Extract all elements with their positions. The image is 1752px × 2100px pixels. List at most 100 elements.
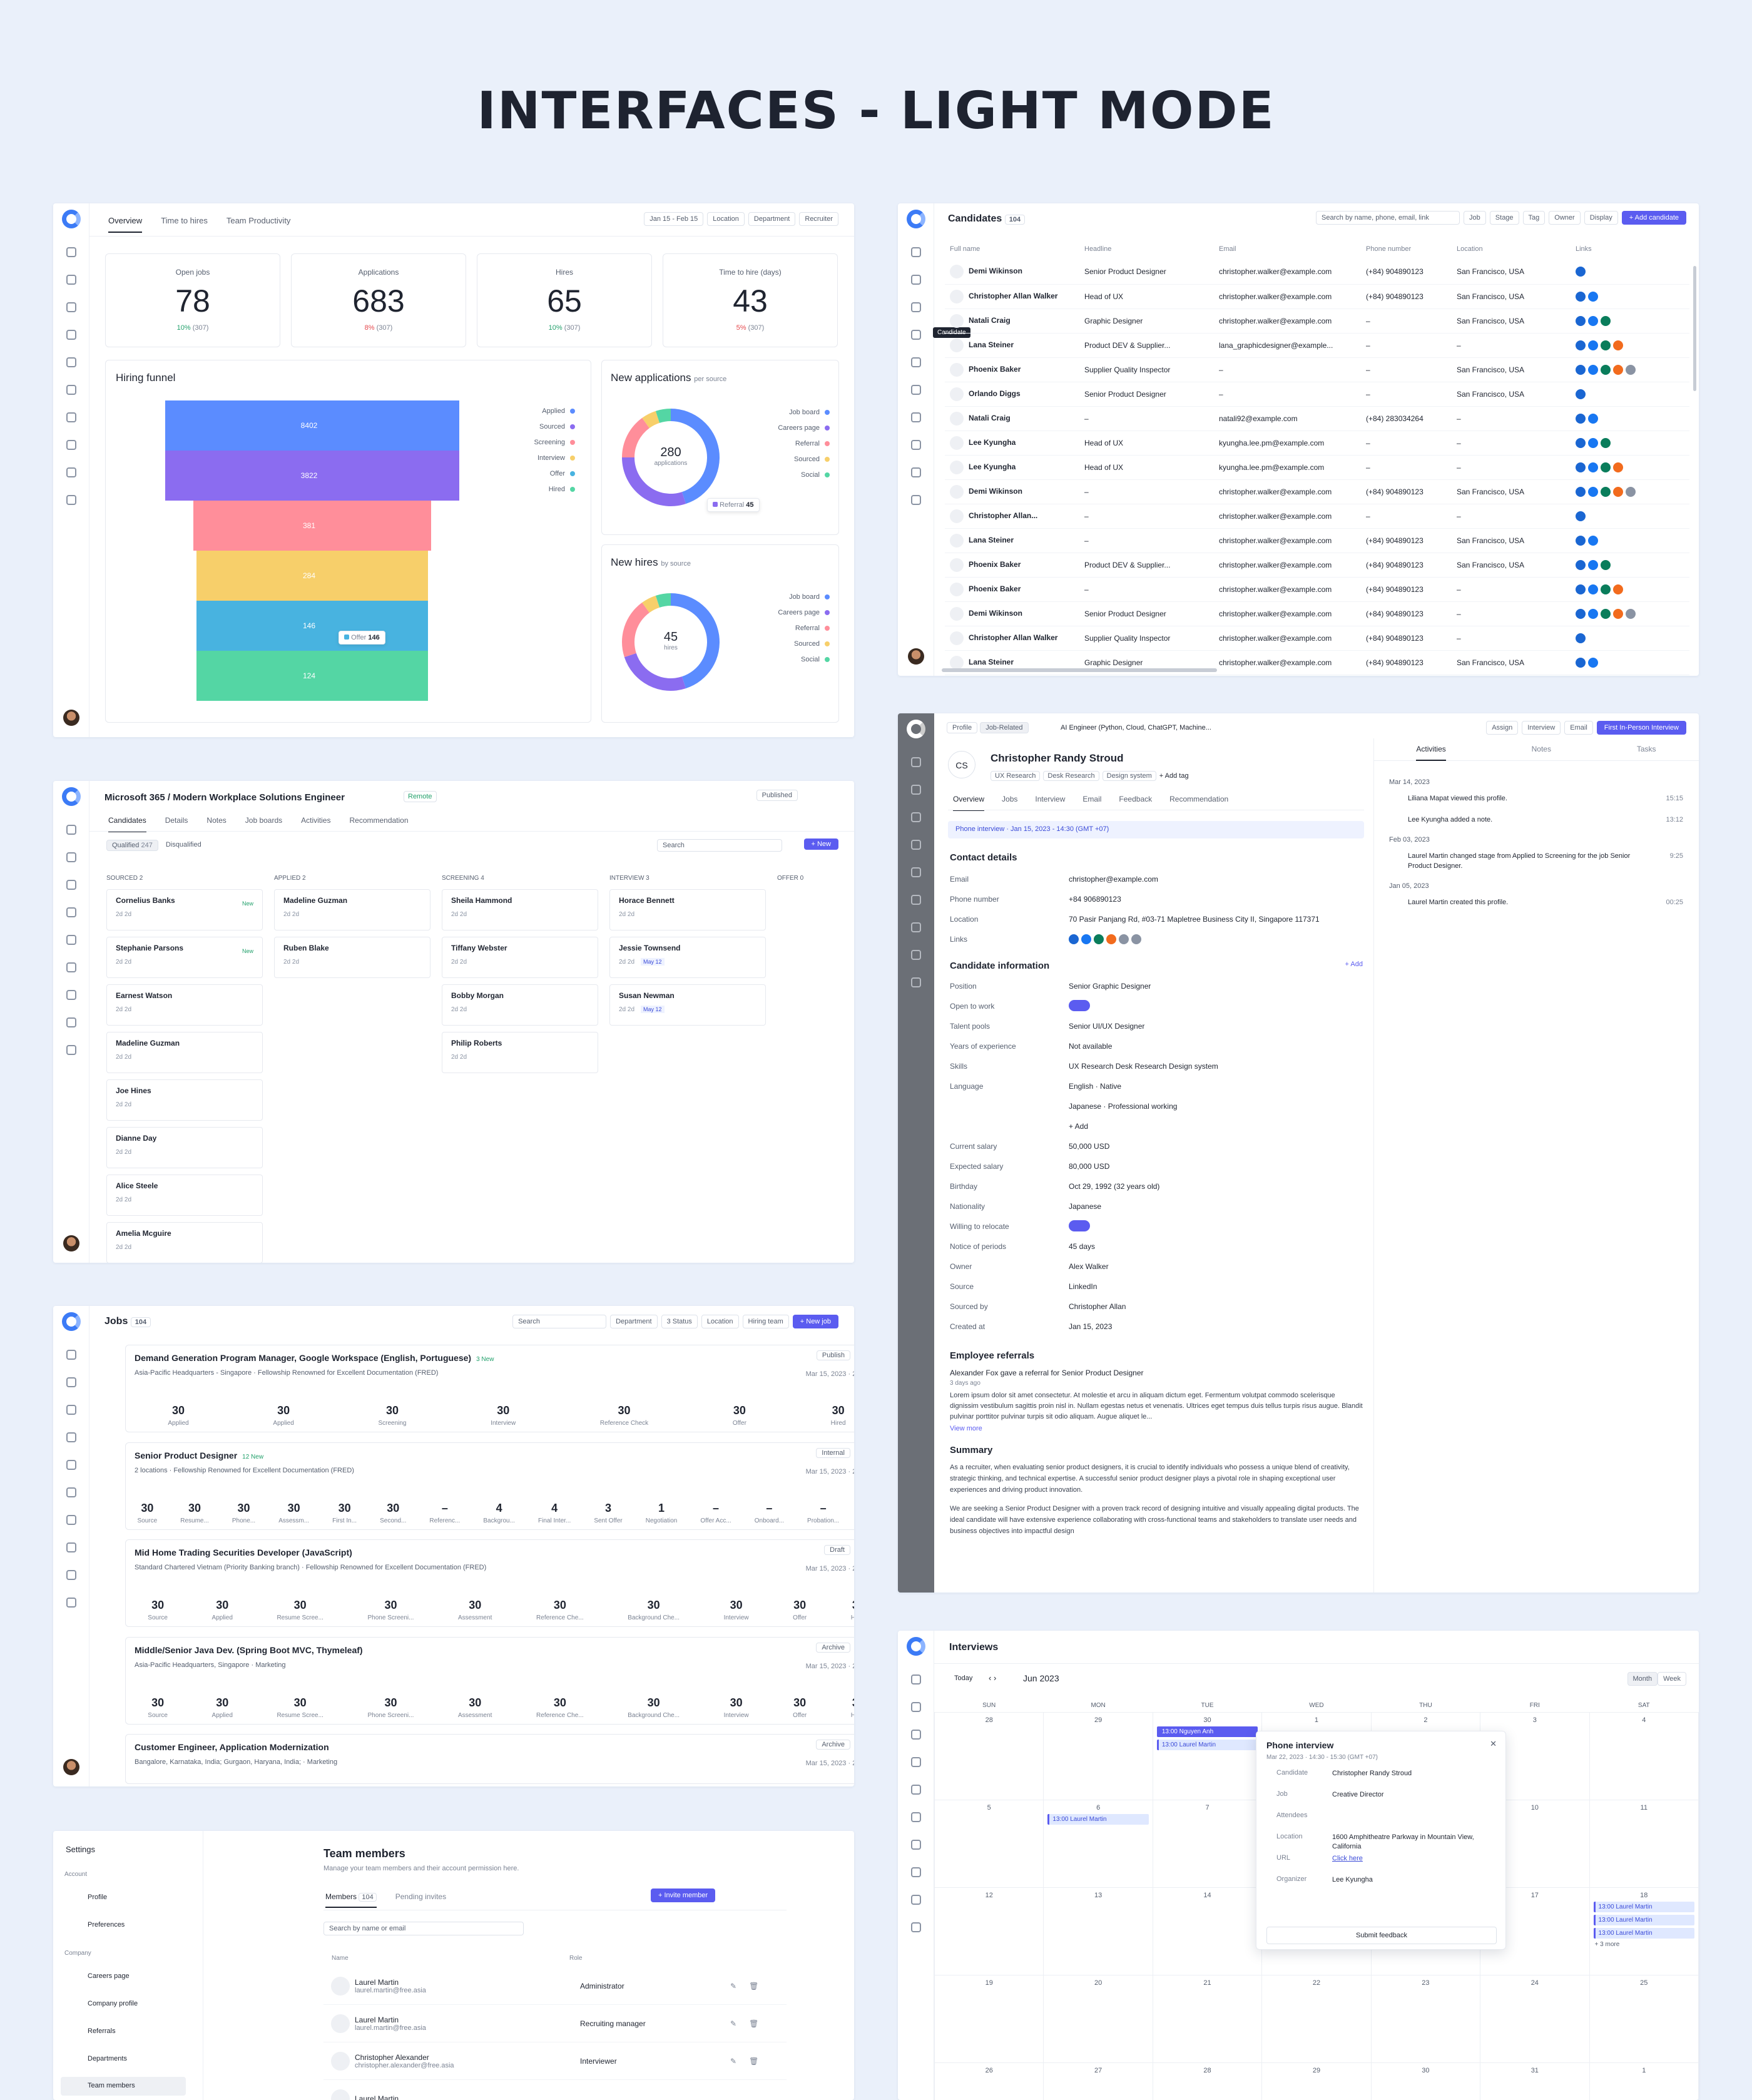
nav-company-profile[interactable]: Company profile xyxy=(88,2000,138,2007)
candidate-card[interactable]: Cornelius Banks 2d 2d New xyxy=(106,889,263,930)
job-status-dropdown[interactable]: Draft xyxy=(824,1545,850,1555)
stage-count[interactable]: 30 Offer xyxy=(732,1404,746,1427)
link-icon[interactable] xyxy=(1576,608,1586,619)
location-filter[interactable]: Location xyxy=(707,212,745,226)
link-icon[interactable] xyxy=(1576,511,1586,521)
link-icon[interactable] xyxy=(1588,608,1598,619)
clock-icon[interactable] xyxy=(66,1045,76,1055)
candidate-name[interactable]: Demi Wikinson xyxy=(969,267,1022,276)
stage-button[interactable]: First In-Person Interview xyxy=(1596,721,1686,735)
job-card[interactable]: Senior Product Designer 12 New 2 locations… xyxy=(125,1442,854,1530)
stage-count[interactable]: 30 First In... xyxy=(332,1502,357,1524)
link-icon[interactable] xyxy=(1613,486,1623,497)
candidate-card[interactable]: Philip Roberts 2d 2d xyxy=(442,1032,598,1073)
stage-count[interactable]: – Offer Acc... xyxy=(700,1502,731,1524)
tag-filter[interactable]: Tag xyxy=(1522,211,1546,225)
submit-feedback-button[interactable]: Submit feedback xyxy=(1266,1927,1497,1944)
document-icon[interactable] xyxy=(910,1812,921,1822)
table-row[interactable]: Lana Steiner – christopher.walker@example.… xyxy=(945,528,1689,553)
nav-preferences[interactable]: Preferences xyxy=(88,1921,125,1929)
trophy-icon[interactable] xyxy=(66,467,76,477)
clock-icon[interactable] xyxy=(911,977,921,987)
stage-count[interactable]: 30 Background Che... xyxy=(628,1696,680,1719)
calendar-day[interactable]: 22 xyxy=(1261,1974,1372,2063)
user-icon[interactable] xyxy=(911,812,921,822)
avatar[interactable] xyxy=(63,1759,79,1775)
calendar-day[interactable]: 28 xyxy=(1152,2062,1263,2100)
stage-count[interactable]: – Referenc... xyxy=(429,1502,461,1524)
nav-team-members[interactable]: Team members xyxy=(61,2077,186,2096)
edit-icon[interactable]: ✎ xyxy=(730,1981,737,1990)
search-input[interactable]: Search by name, phone, email, link xyxy=(1316,211,1460,225)
stage-count[interactable]: 30 Applied xyxy=(211,1696,233,1719)
link-icon[interactable] xyxy=(1601,486,1611,497)
link-icon[interactable] xyxy=(1588,413,1598,424)
tab-interview[interactable]: Interview xyxy=(1035,795,1066,803)
link-icon[interactable] xyxy=(1588,584,1598,594)
vertical-scrollbar[interactable] xyxy=(1693,266,1696,391)
link-icon[interactable] xyxy=(1613,340,1623,350)
location-filter[interactable]: Location xyxy=(701,1315,739,1328)
calendar-day[interactable]: 29 xyxy=(1043,1711,1153,1800)
stage-count[interactable]: 30 Assessment xyxy=(458,1599,492,1621)
search-icon[interactable] xyxy=(911,757,921,767)
avatar[interactable] xyxy=(63,710,79,726)
tab-recommendation[interactable]: Recommendation xyxy=(1169,795,1229,803)
stage-filter[interactable]: Stage xyxy=(1489,211,1519,225)
nav-profile[interactable]: Profile xyxy=(88,1894,108,1901)
hiring-team-filter[interactable]: Hiring team xyxy=(742,1315,789,1328)
candidate-card[interactable]: Susan Newman 2d 2d May 12 xyxy=(609,984,766,1026)
stage-count[interactable]: 30 Screening xyxy=(378,1404,407,1427)
stage-count[interactable]: 30 Reference Che... xyxy=(536,1696,584,1719)
candidate-card[interactable]: Ruben Blake 2d 2d xyxy=(274,937,430,978)
briefcase-icon[interactable] xyxy=(910,357,921,367)
toggle-switch[interactable] xyxy=(1069,1220,1090,1231)
link-icon[interactable] xyxy=(1588,462,1598,472)
search-icon[interactable] xyxy=(66,247,76,257)
calendar-event[interactable]: 13:00 Laurel Martin xyxy=(1593,1901,1694,1912)
candidate-name[interactable]: Phoenix Baker xyxy=(969,364,1021,374)
calendar-icon[interactable] xyxy=(66,962,76,972)
calendar-event[interactable]: 13:00 Laurel Martin xyxy=(1593,1927,1694,1939)
link-icon[interactable] xyxy=(1576,584,1586,594)
job-title[interactable]: Mid Home Trading Securities Developer (J… xyxy=(135,1547,352,1557)
table-row[interactable]: Lana Steiner Product DEV & Supplier... lan… xyxy=(945,333,1689,358)
stage-count[interactable]: 30 Offer xyxy=(793,1696,807,1719)
mail-icon[interactable] xyxy=(910,1867,921,1877)
tab-candidates[interactable]: Candidates xyxy=(108,816,146,832)
chart-icon[interactable] xyxy=(910,302,921,312)
search-icon[interactable] xyxy=(66,1350,76,1360)
qualified-tab[interactable]: Qualified xyxy=(112,842,140,849)
link-icon[interactable] xyxy=(1576,437,1586,448)
delete-icon[interactable]: 🗑 xyxy=(749,2019,759,2028)
stage-count[interactable]: 30 Interview xyxy=(723,1599,749,1621)
settings-back[interactable]: Settings xyxy=(66,1845,95,1854)
col-links[interactable]: Links xyxy=(1576,245,1592,253)
link-icon[interactable] xyxy=(1588,559,1598,570)
candidate-name[interactable]: Lana Steiner xyxy=(969,657,1014,666)
notification-icon[interactable] xyxy=(911,785,921,795)
link-icon[interactable] xyxy=(1576,340,1586,350)
col-email[interactable]: Email xyxy=(1219,245,1236,253)
link-icon[interactable] xyxy=(1069,934,1079,944)
candidate-name[interactable]: Christopher Allan Walker xyxy=(969,633,1058,642)
notification-icon[interactable] xyxy=(910,1702,921,1712)
stage-count[interactable]: 30 Reference Che... xyxy=(536,1599,584,1621)
table-row[interactable]: Orlando Diggs Senior Product Designer – – Sa… xyxy=(945,382,1689,407)
calendar-event[interactable]: 13:00 Nguyen Anh xyxy=(1156,1726,1258,1737)
tab-activities[interactable]: Activities xyxy=(1416,745,1446,761)
candidate-card[interactable]: Earnest Watson 2d 2d xyxy=(106,984,263,1026)
calendar-day[interactable]: 6 13:00 Laurel Martin xyxy=(1043,1799,1153,1888)
email-button[interactable]: Email xyxy=(1564,721,1593,735)
candidate-card[interactable]: Madeline Guzman 2d 2d xyxy=(274,889,430,930)
mail-icon[interactable] xyxy=(66,440,76,450)
candidate-name[interactable]: Demi Wikinson xyxy=(969,608,1022,618)
link-icon[interactable] xyxy=(1626,608,1636,619)
calendar-day[interactable]: 19 xyxy=(934,1974,1044,2063)
calendar-day[interactable]: 20 xyxy=(1043,1974,1153,2063)
stage-count[interactable]: 30 Resume Scree... xyxy=(277,1696,323,1719)
interview-banner[interactable]: Phone interview · Jan 15, 2023 - 14:30 (… xyxy=(948,821,1364,838)
status-filter[interactable]: 3 Status xyxy=(661,1315,698,1328)
candidate-card[interactable]: Tiffany Webster 2d 2d xyxy=(442,937,598,978)
